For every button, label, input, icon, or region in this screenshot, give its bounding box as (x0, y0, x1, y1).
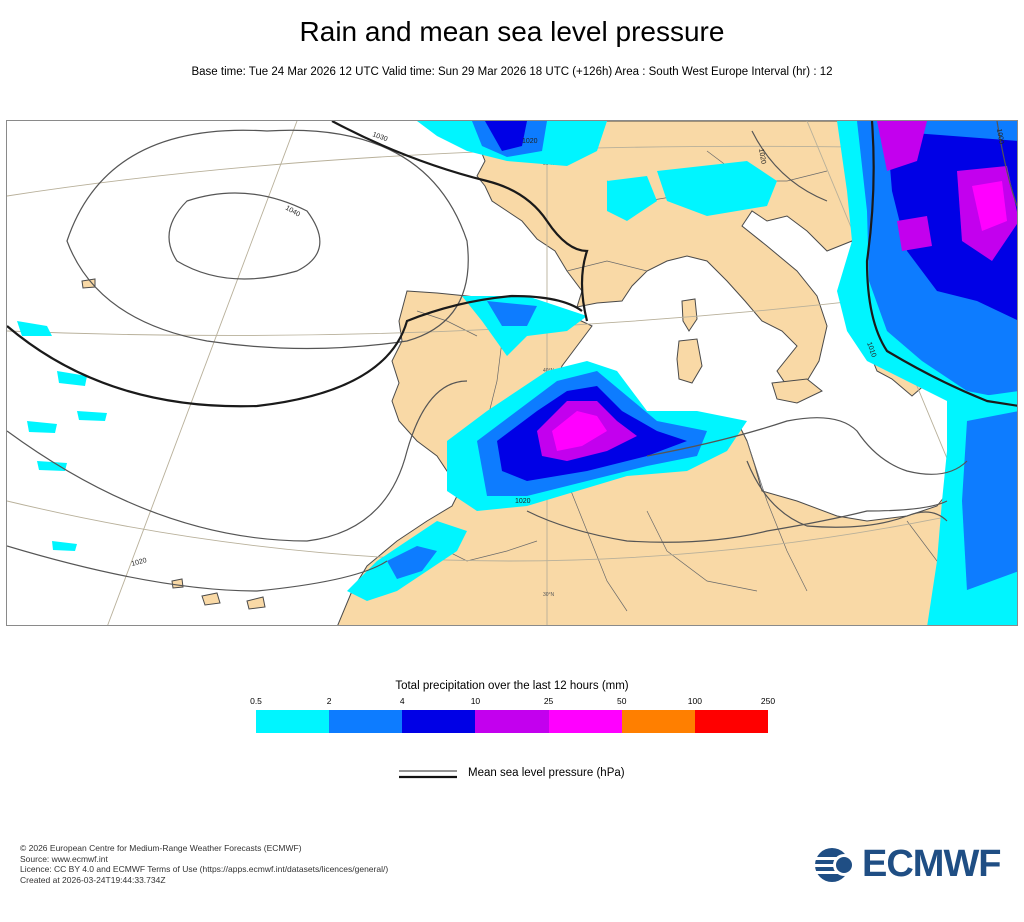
footer-source: Source: www.ecmwf.int (20, 853, 108, 864)
parallel-30n (7, 500, 1017, 562)
lat-label-30n: 30°N (543, 592, 555, 598)
precip-layer (17, 121, 1017, 625)
colorbar-tick-label: 2 (326, 696, 332, 706)
precip-atl-5 (77, 411, 107, 421)
footer-created: Created at 2026-03-24T19:44:33.734Z (20, 874, 166, 885)
colorbar-segment (402, 710, 476, 733)
isobar-south-af (526, 500, 948, 543)
isobar-label-1020-med: 1020 (515, 498, 531, 505)
land-canaries-1 (201, 592, 221, 606)
isobar-1020-south (7, 545, 388, 592)
precip-north-dark (485, 121, 527, 151)
isobar-label-1020-east: 1020 (757, 148, 767, 165)
colorbar-tick-label: 100 (687, 696, 702, 706)
colorbar-segment (475, 710, 549, 733)
map-canvas: 50°N 40°N 30°N (7, 121, 1017, 625)
ecmwf-logo-icon (815, 848, 859, 882)
isobar-libya (746, 460, 948, 528)
isobar-1020-west (7, 380, 468, 542)
mslp-legend-line (399, 770, 457, 779)
chart-subtitle: Base time: Tue 24 Mar 2026 12 UTC Valid … (191, 66, 833, 78)
precip-atl-6 (57, 371, 87, 386)
precip-balkans-purple (897, 216, 932, 251)
mslp-legend-label: Mean sea level pressure (hPa) (468, 767, 625, 779)
precip-atl-4 (52, 541, 77, 551)
precip-colorbar (256, 710, 768, 733)
precip-morocco-blue (387, 546, 437, 579)
meridian-20w (107, 121, 298, 625)
precip-atl-1 (17, 321, 52, 336)
precip-east-magenta (972, 181, 1007, 231)
footer-copyright: © 2026 European Centre for Medium-Range … (20, 843, 302, 853)
legend-title: Total precipitation over the last 12 hou… (395, 680, 629, 692)
colorbar-tick-label: 250 (760, 696, 776, 706)
precip-east-purple-1 (877, 121, 927, 171)
chart-title: Rain and mean sea level pressure (299, 16, 725, 47)
isobar-bold-1020 (7, 294, 583, 408)
isobar-layer (7, 121, 1017, 592)
isobar-label-1000: 1000 (995, 128, 1005, 145)
colorbar-tick-label: 0.5 (250, 696, 262, 706)
colorbar-tick-label: 4 (399, 696, 405, 706)
colorbar-tick-label: 25 (543, 696, 554, 706)
isobar-bold-north (331, 121, 589, 322)
colorbar-segment (256, 710, 330, 733)
colorbar-segment (548, 710, 622, 733)
precip-atl-2 (27, 421, 57, 433)
footer-credits: © 2026 European Centre for Medium-Range … (20, 843, 388, 885)
isobar-1020-east (751, 130, 828, 202)
precip-alps-cyan (657, 161, 777, 216)
colorbar-tick-label: 10 (470, 696, 481, 706)
colorbar-tick-label: 50 (616, 696, 627, 706)
precip-maroc-south-cyan (937, 571, 1017, 625)
precip-med-magenta (552, 411, 607, 451)
isobar-med (646, 417, 968, 475)
isobar-label-1020-south: 1020 (131, 557, 148, 568)
land-canaries-2 (246, 596, 266, 610)
colorbar-segment (621, 710, 695, 733)
isobar-label-1020-north: 1020 (522, 138, 538, 145)
ecmwf-logo-text: ECMWF (862, 843, 1002, 885)
isobar-label-1010: 1010 (865, 341, 877, 358)
isobar-bold-layer (7, 121, 1017, 408)
isobar-bold-east (865, 121, 1017, 407)
land-sicily (771, 378, 823, 404)
land-canaries-3 (171, 578, 184, 589)
colorbar-ticks: 0.5 2 4 10 25 50 100 250 (250, 696, 775, 708)
colorbar-segment (694, 710, 768, 733)
isobar-1000 (996, 121, 1017, 208)
precip-alps2-cyan (607, 176, 657, 221)
isobar-1040 (168, 192, 321, 280)
precip-biscay-blue (487, 301, 537, 326)
land-corsica (681, 298, 698, 332)
colorbar-segment (329, 710, 403, 733)
land-madeira (81, 278, 96, 289)
forecast-map: 50°N 40°N 30°N (6, 120, 1018, 626)
precip-atl-3 (37, 461, 67, 471)
land-sardinia (676, 338, 703, 384)
isobar-label-1030: 1030 (371, 131, 388, 143)
isobar-1030 (66, 129, 469, 350)
footer-licence: Licence: CC BY 4.0 and ECMWF Terms of Us… (20, 864, 389, 874)
precip-se-blue (962, 411, 1017, 591)
